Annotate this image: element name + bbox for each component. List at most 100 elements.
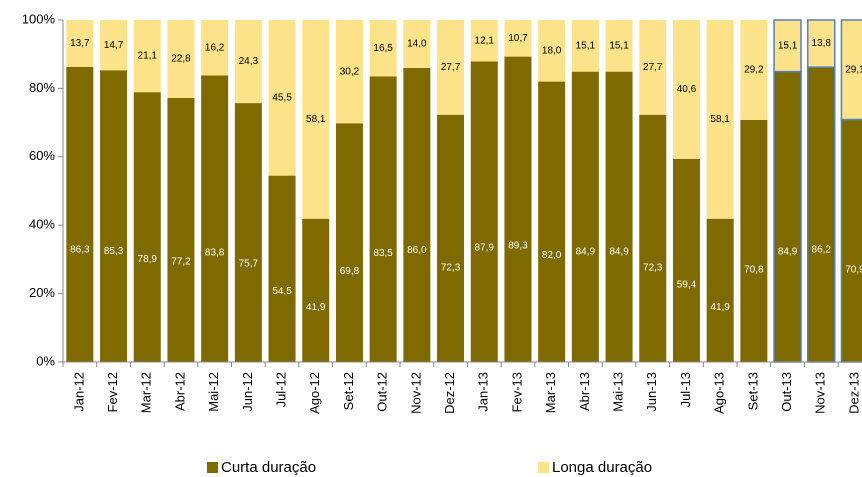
value-label: 41,9: [306, 302, 326, 313]
value-label: 27,7: [643, 62, 663, 73]
value-label: 15,1: [778, 40, 798, 51]
bar-segment: [773, 70, 802, 363]
value-label: 72,3: [441, 263, 461, 274]
bar-segment: [571, 71, 599, 362]
value-label: 10,7: [508, 33, 528, 44]
y-tick-label: 100%: [22, 11, 56, 26]
bar-segment: [369, 76, 397, 363]
value-label: 85,3: [104, 246, 124, 257]
bar-segment: [234, 103, 262, 362]
value-label: 84,9: [609, 246, 629, 257]
bar-segment: [335, 123, 363, 362]
bar-segment: [538, 20, 566, 82]
value-label: 27,7: [441, 62, 461, 73]
x-tick-label: Mar-12: [139, 372, 154, 413]
bar-segment: [268, 20, 296, 176]
value-label: 41,9: [710, 302, 730, 313]
value-label: 86,3: [70, 244, 90, 255]
bar-segment: [504, 20, 532, 57]
value-label: 84,9: [576, 246, 596, 257]
value-label: 87,9: [475, 242, 495, 253]
bar-segment: [66, 66, 94, 362]
value-label: 59,4: [677, 279, 697, 290]
x-tick-label: Jun-13: [644, 372, 659, 412]
bar-segment: [807, 66, 836, 363]
value-label: 22,8: [171, 54, 191, 65]
value-label: 86,2: [812, 245, 832, 256]
value-label: 30,2: [340, 66, 360, 77]
x-tick-label: Out-13: [779, 372, 794, 412]
bar-segment: [100, 20, 128, 71]
x-tick-label: Jan-13: [476, 372, 491, 412]
bar-segment: [66, 20, 94, 67]
value-label: 21,1: [138, 51, 158, 62]
value-label: 72,3: [643, 263, 663, 274]
x-tick-label: Abr-13: [577, 372, 592, 411]
bar-segment: [133, 92, 161, 363]
legend-swatch: [538, 462, 549, 473]
value-label: 29,1: [845, 64, 862, 75]
bar-segment: [504, 56, 532, 363]
x-tick-label: Fev-13: [509, 372, 524, 412]
bar-segment: [133, 20, 161, 93]
value-label: 14,7: [104, 40, 124, 51]
value-label: 86,0: [407, 245, 427, 256]
bar-segment: [403, 67, 431, 362]
bar-segment: [302, 20, 330, 219]
value-label: 16,5: [373, 43, 393, 54]
x-tick-label: Dez-13: [846, 372, 861, 414]
x-tick-label: Jan-12: [71, 372, 86, 412]
bar-segment: [167, 20, 195, 98]
value-label: 18,0: [542, 45, 562, 56]
bar-segment: [470, 61, 498, 363]
bar-segment: [605, 20, 633, 72]
value-label: 15,1: [609, 40, 629, 51]
value-label: 45,5: [272, 92, 292, 103]
legend-label: Curta duração: [221, 459, 316, 476]
legend-swatch: [207, 462, 218, 473]
bar-segment: [369, 20, 397, 77]
x-tick-label: Ago-13: [712, 372, 727, 414]
x-tick-label: Set-13: [745, 372, 760, 410]
value-label: 24,3: [239, 56, 259, 67]
bar-segment: [100, 70, 128, 363]
value-label: 89,3: [508, 241, 528, 252]
x-tick-label: Abr-12: [172, 372, 187, 411]
bar-segment: [807, 19, 836, 68]
value-label: 69,8: [340, 266, 360, 277]
x-tick-label: Mai-12: [206, 372, 221, 412]
value-label: 70,8: [744, 265, 764, 276]
bar-segment: [672, 158, 700, 362]
value-label: 13,7: [70, 38, 90, 49]
bar-segment: [470, 20, 498, 62]
bar-segment: [201, 20, 229, 76]
x-tick-label: Set-12: [341, 372, 356, 410]
bar-segment: [840, 19, 862, 121]
value-label: 14,0: [407, 39, 427, 50]
bar-segment: [167, 97, 195, 362]
x-tick-label: Fev-12: [105, 372, 120, 412]
bar-segment: [706, 20, 734, 219]
value-label: 29,2: [744, 65, 764, 76]
x-tick-label: Jul-13: [678, 372, 693, 407]
x-tick-label: Mai-13: [610, 372, 625, 412]
bar-segment: [437, 20, 465, 115]
value-label: 16,2: [205, 42, 225, 53]
x-tick-label: Nov-13: [813, 372, 828, 414]
bar-segment: [605, 71, 633, 362]
x-tick-label: Mar-13: [543, 372, 558, 413]
value-label: 40,6: [677, 84, 697, 95]
value-label: 75,7: [239, 258, 259, 269]
x-tick-label: Nov-12: [408, 372, 423, 414]
y-tick-label: 40%: [29, 217, 55, 232]
bar-segment: [639, 114, 667, 362]
y-tick-label: 80%: [29, 80, 55, 95]
bar-segment: [706, 218, 734, 362]
value-label: 84,9: [778, 246, 798, 257]
value-label: 78,9: [138, 254, 158, 265]
bar-segment: [268, 175, 296, 362]
value-label: 83,5: [373, 248, 393, 259]
legend-label: Longa duração: [552, 459, 652, 476]
y-tick-label: 0%: [36, 353, 55, 368]
